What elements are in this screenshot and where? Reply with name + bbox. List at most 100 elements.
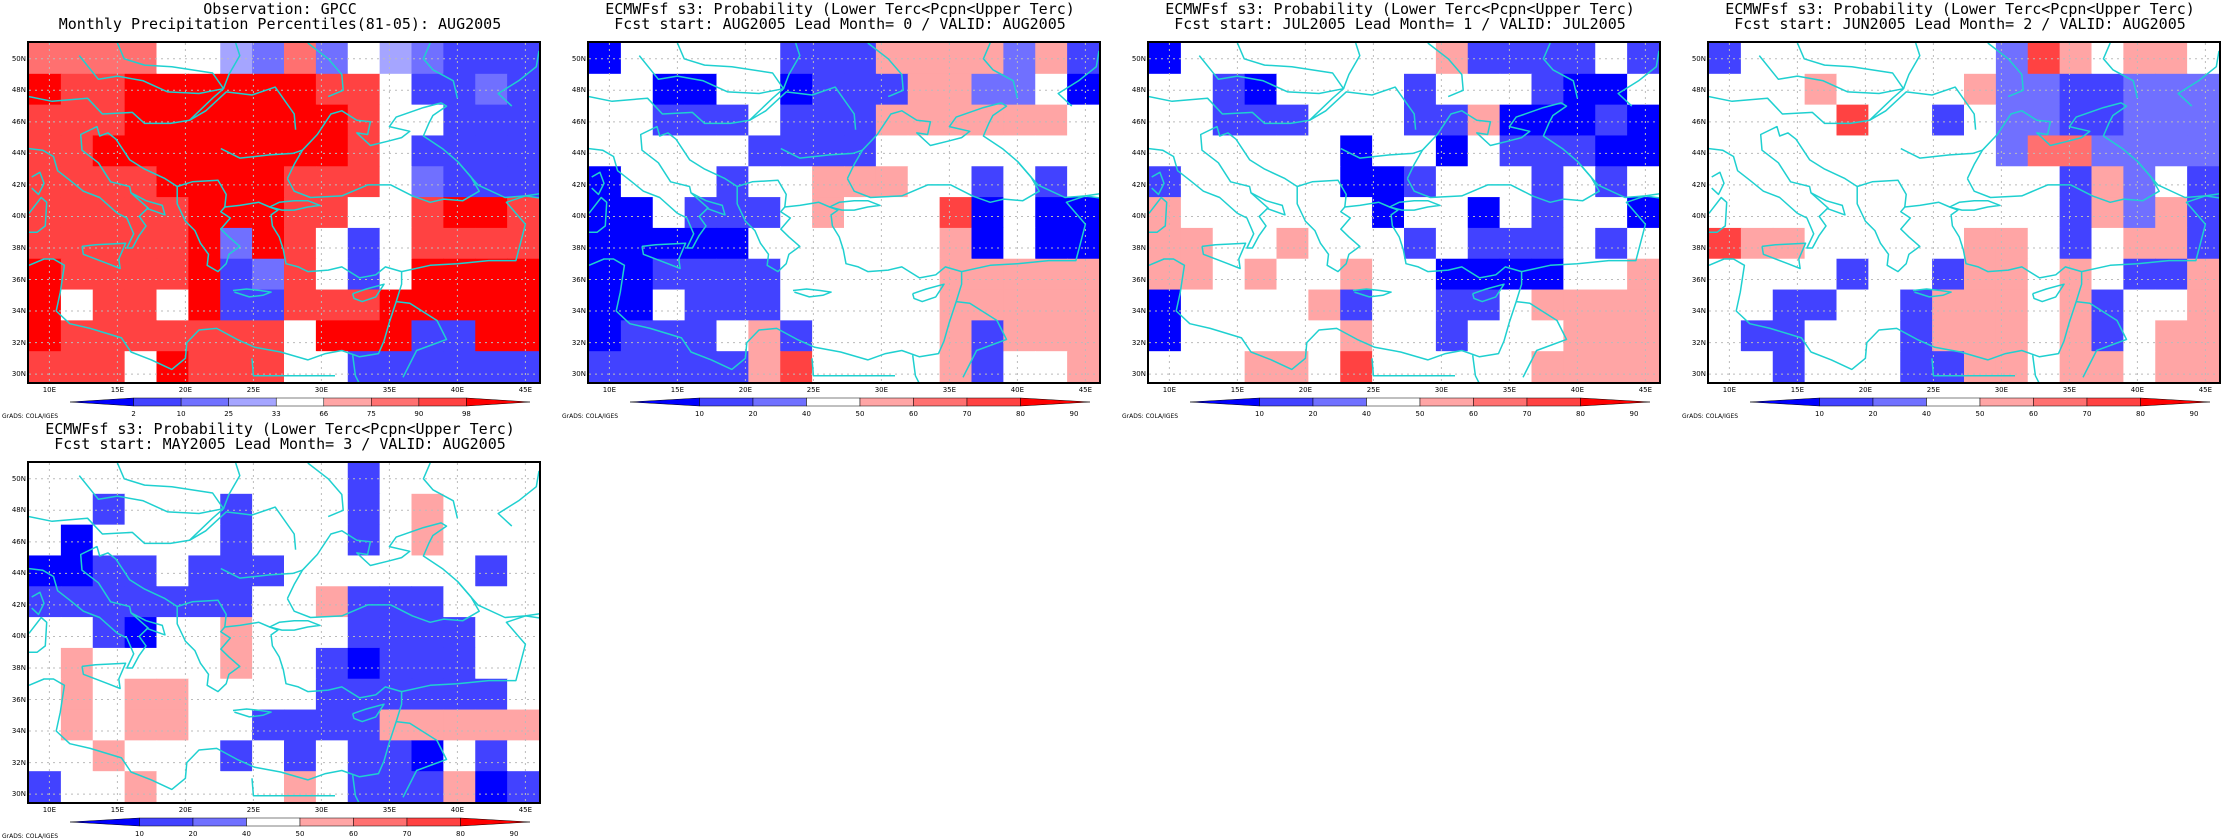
grid-cell xyxy=(411,135,444,167)
lon-tick-label: 10E xyxy=(42,806,57,814)
coastline xyxy=(1576,160,1659,199)
grid-cell xyxy=(507,678,539,711)
coastline xyxy=(176,599,227,628)
lon-tick-label: 30E xyxy=(1434,386,1449,394)
grid-cell xyxy=(29,289,62,321)
grid-cell xyxy=(29,463,62,495)
grid-cell xyxy=(1244,320,1278,352)
grid-cell xyxy=(379,258,413,291)
coastline xyxy=(956,300,1008,378)
grads-credit: GrADS: COLA/IGES xyxy=(1682,413,1739,420)
grid-cell xyxy=(507,258,539,291)
grid-cell xyxy=(315,289,349,321)
grid-cell xyxy=(1900,43,1933,75)
colorbar-label: 70 xyxy=(1523,410,1532,418)
grid-cell xyxy=(1372,320,1405,352)
colorbar-label: 80 xyxy=(1016,410,1025,418)
lon-tick-label: 30E xyxy=(314,806,329,814)
coastline xyxy=(1151,171,1165,196)
grid-cell xyxy=(2059,197,2093,229)
grid-cell xyxy=(716,135,749,167)
grid-cell xyxy=(907,320,941,352)
lon-tick-label: 20E xyxy=(1858,386,1873,394)
lat-tick-label: 44N xyxy=(1131,149,1146,158)
grid-cell xyxy=(1772,135,1806,167)
grid-cell xyxy=(652,320,686,352)
grid-cell xyxy=(1804,320,1838,352)
grid-cell xyxy=(379,555,413,587)
grid-cell xyxy=(1499,351,1533,382)
grid-cell xyxy=(507,709,539,741)
grid-cell xyxy=(188,289,221,321)
grid-cell xyxy=(2155,258,2188,291)
coastline xyxy=(1709,196,1728,233)
coastline xyxy=(307,463,344,518)
map-frame xyxy=(587,41,1101,384)
grid-cell xyxy=(507,166,539,198)
grid-cell xyxy=(2059,320,2093,352)
grid-cell xyxy=(1595,258,1628,291)
lon-tick-label: 30E xyxy=(1994,386,2009,394)
lat-tick-label: 44N xyxy=(1691,149,1706,158)
colorbar-label: 80 xyxy=(456,830,465,838)
grid-cell xyxy=(1627,351,1659,382)
coastline xyxy=(31,591,45,616)
colorbar-label: 10 xyxy=(135,830,144,838)
colorbar-swatch xyxy=(70,817,140,827)
panel-title-line2: Fcst start: MAY2005 Lead Month= 3 / VALI… xyxy=(54,435,506,453)
grid-cell xyxy=(1836,320,1869,352)
grid-cell xyxy=(124,555,158,587)
grid-cell xyxy=(716,320,749,352)
grid-cell xyxy=(1595,320,1628,352)
grid-cell xyxy=(1180,289,1214,321)
grid-cell xyxy=(1149,104,1182,137)
coastline xyxy=(1542,43,1579,99)
colorbar-label: 40 xyxy=(242,830,251,838)
lat-tick-label: 48N xyxy=(11,506,26,515)
grid-cell xyxy=(156,586,189,618)
grid-cell xyxy=(443,463,476,495)
coastline xyxy=(911,283,945,303)
coastline xyxy=(222,463,241,509)
grid-cell xyxy=(1035,166,1068,198)
coastline xyxy=(2081,195,2219,273)
lat-tick-label: 38N xyxy=(1131,243,1146,252)
coastline xyxy=(1389,199,1441,211)
grid-cell xyxy=(1627,258,1659,291)
grid-cell xyxy=(315,555,349,587)
grid-cell xyxy=(971,351,1004,382)
colorbar-swatch xyxy=(966,397,1021,407)
grid-cell xyxy=(1372,351,1405,382)
grid-cell xyxy=(507,524,539,557)
grid-cell xyxy=(156,227,189,260)
grid-cell xyxy=(1340,351,1373,382)
grid-cell xyxy=(812,258,845,291)
grid-cell xyxy=(1836,351,1869,382)
map-svg xyxy=(1149,43,1659,382)
coastline xyxy=(1352,288,1392,298)
coastline xyxy=(1711,171,1725,196)
grid-cell xyxy=(2027,73,2061,106)
panel-lead-0: ECMWFsf s3: Probability (Lower Terc<Pcpn… xyxy=(560,0,1120,420)
grid-cell xyxy=(1276,258,1309,291)
colorbar-swatch xyxy=(859,397,914,407)
lat-tick-label: 40N xyxy=(11,212,26,221)
coastline xyxy=(29,125,403,371)
grid-cell xyxy=(1499,135,1533,167)
colorbar-label: 70 xyxy=(403,830,412,838)
grads-credit: GrADS: COLA/IGES xyxy=(2,833,59,840)
lat-tick-label: 44N xyxy=(11,569,26,578)
grid-cell xyxy=(748,227,781,260)
coastline xyxy=(792,288,832,298)
grid-cell xyxy=(2091,166,2124,198)
grid-cell xyxy=(1595,351,1628,382)
grid-cell xyxy=(1627,104,1659,137)
grid-cell xyxy=(220,678,253,711)
grid-cell xyxy=(1932,166,1965,198)
grid-cell xyxy=(939,135,973,167)
grid-cell xyxy=(1709,258,1742,291)
grid-cell xyxy=(1995,258,2029,291)
grid-cell xyxy=(347,320,381,352)
grid-cell xyxy=(1276,320,1309,352)
grid-cell xyxy=(1595,135,1628,167)
